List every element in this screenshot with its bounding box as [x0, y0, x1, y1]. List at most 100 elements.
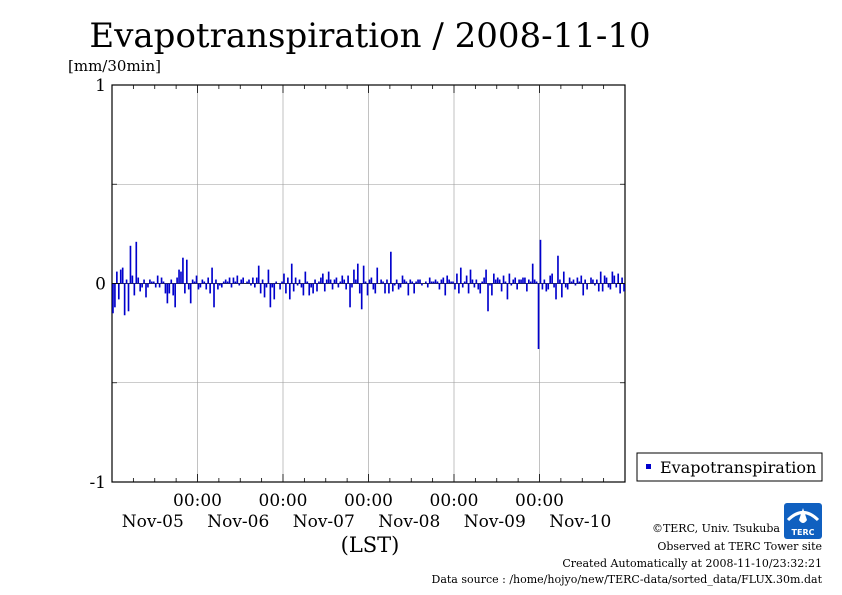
bar [123, 283, 126, 316]
bar [436, 281, 439, 284]
bar [595, 279, 598, 284]
bar [116, 271, 118, 284]
bar [325, 279, 328, 284]
bar [302, 283, 305, 296]
bar [526, 283, 528, 292]
bar [407, 283, 410, 296]
bar [533, 279, 536, 284]
bar [158, 283, 161, 288]
bar [156, 275, 159, 284]
bar [290, 263, 293, 284]
bar [531, 263, 534, 284]
bar [580, 275, 583, 284]
bar [539, 239, 542, 284]
bar [609, 283, 612, 290]
bar [415, 281, 417, 284]
bar [345, 283, 347, 290]
legend-box [636, 452, 823, 482]
bar [597, 283, 600, 292]
bar [112, 283, 114, 314]
bar [222, 281, 225, 284]
bar [594, 283, 596, 286]
bar [298, 279, 301, 284]
bar [516, 283, 518, 290]
bar [557, 255, 559, 284]
bar [491, 283, 493, 296]
bar [205, 283, 208, 290]
bar [269, 283, 272, 308]
bar [397, 283, 400, 290]
x-tick-date-label: Nov-08 [378, 512, 440, 532]
bar [442, 277, 445, 284]
bar [273, 283, 276, 300]
bar [393, 283, 396, 286]
bar [306, 281, 309, 284]
bar [288, 283, 291, 300]
bar [374, 283, 377, 294]
bar [253, 283, 256, 288]
bar [444, 283, 447, 296]
bar [252, 277, 254, 284]
bar [189, 283, 192, 304]
bar [570, 281, 573, 284]
bar [409, 279, 412, 284]
bar [417, 279, 419, 284]
legend: Evapotranspiration [636, 452, 823, 482]
bar [226, 281, 229, 284]
bar [481, 281, 484, 284]
bar [203, 281, 206, 284]
bar [199, 283, 202, 288]
bar [329, 279, 332, 284]
bar [240, 279, 243, 284]
bar [147, 283, 149, 288]
footer-created: Created Automatically at 2008-11-10/23:3… [562, 557, 822, 570]
bar [496, 277, 499, 284]
bar [143, 279, 145, 284]
bar [599, 271, 602, 284]
bar [257, 265, 260, 284]
bar [263, 283, 266, 298]
y-axis-ticks: 1 0 -1 [89, 76, 625, 493]
bar [459, 267, 462, 284]
bar [285, 283, 287, 294]
bar [283, 273, 285, 284]
bar [362, 265, 365, 284]
bar [537, 283, 540, 350]
bar [339, 281, 342, 284]
bar [316, 283, 318, 292]
bar [399, 283, 402, 288]
y-tick-label: -1 [89, 473, 106, 493]
bar [152, 281, 155, 284]
bar [296, 283, 299, 286]
bar [520, 279, 522, 284]
bar [471, 279, 474, 284]
bar [391, 283, 394, 292]
y-tick-label: 1 [95, 76, 106, 96]
bar [498, 279, 501, 284]
bar [331, 283, 334, 290]
bar [228, 277, 231, 284]
bar [358, 283, 361, 294]
terc-logo-text: TERC [792, 528, 815, 537]
bar [356, 263, 359, 284]
bar [621, 277, 623, 284]
bar [506, 283, 509, 300]
bar [236, 275, 239, 284]
bar [234, 281, 237, 284]
bar [343, 279, 346, 284]
bar [452, 281, 454, 284]
bar [201, 279, 204, 284]
bar [170, 279, 173, 284]
x-tick-time-label: 00:00 [173, 491, 222, 511]
bar [576, 277, 579, 284]
bar [323, 283, 326, 292]
bar [238, 283, 241, 286]
bar [151, 281, 153, 284]
bar [125, 279, 128, 284]
bar [149, 279, 151, 284]
bar [617, 273, 620, 284]
bar [611, 271, 614, 284]
bar [267, 269, 270, 284]
bar [217, 283, 219, 290]
bar [619, 283, 621, 294]
